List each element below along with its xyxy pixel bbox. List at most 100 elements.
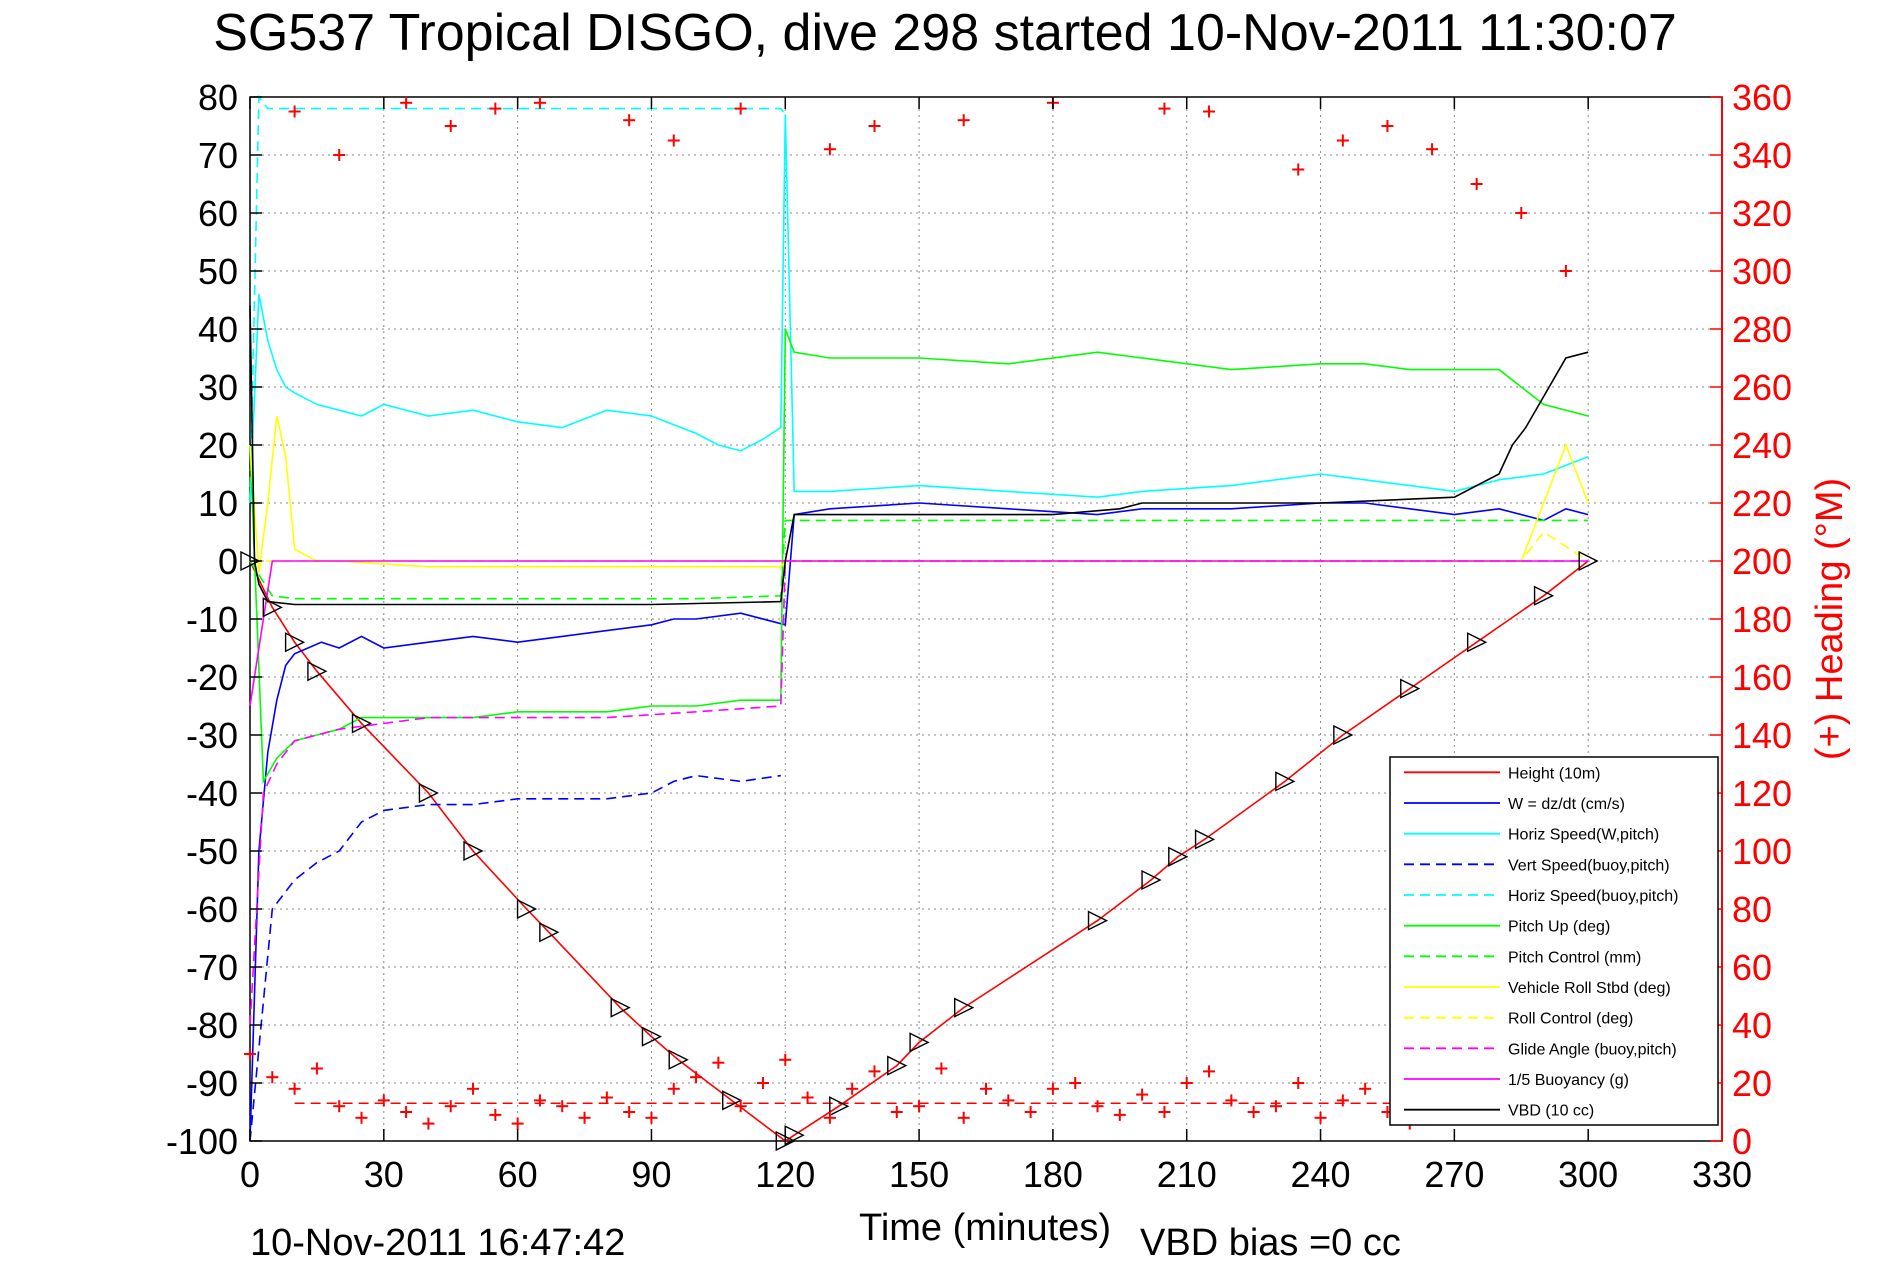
- heading-marker: [667, 134, 680, 147]
- height-marker: [1275, 771, 1296, 792]
- y-tick-label: -40: [186, 773, 238, 814]
- heading-marker: [1470, 178, 1483, 190]
- x-tick-label: 90: [631, 1154, 671, 1195]
- y-tick-label: 50: [198, 251, 238, 292]
- heading-marker: [667, 1082, 680, 1095]
- right-y-tick-label: 80: [1732, 889, 1772, 930]
- heading-marker: [556, 1100, 569, 1113]
- heading-marker: [288, 1082, 301, 1095]
- y-tick-label: 0: [218, 541, 238, 582]
- heading-marker: [1314, 1111, 1327, 1124]
- svg-text:Height (10m): Height (10m): [1508, 765, 1600, 782]
- heading-marker: [1203, 105, 1216, 118]
- heading-marker: [266, 1071, 279, 1084]
- height-marker: [829, 1096, 850, 1117]
- x-tick-label: 120: [755, 1154, 815, 1195]
- right-y-tick-label: 140: [1732, 715, 1792, 756]
- heading-marker: [1292, 1077, 1305, 1089]
- y-tick-label: 10: [198, 483, 238, 524]
- heading-marker: [1336, 1094, 1349, 1107]
- height-marker: [539, 922, 560, 943]
- height-marker: [1466, 632, 1488, 653]
- y-tick-label: -20: [186, 657, 238, 698]
- heading-marker: [734, 1100, 747, 1113]
- series-horiz-speed-buoy-pitch: [249, 94, 786, 504]
- heading-marker: [310, 1062, 323, 1075]
- legend-entry-roll-control-deg: Roll Control (deg): [1404, 1011, 1633, 1028]
- heading-marker: [1002, 1094, 1015, 1107]
- right-y-tick-label: 200: [1732, 541, 1792, 582]
- height-marker: [909, 1032, 930, 1053]
- heading-marker: [511, 1117, 524, 1130]
- y-tick-label: -100: [166, 1121, 238, 1162]
- right-y-tick-label: 260: [1732, 367, 1792, 408]
- heading-marker: [400, 96, 413, 109]
- right-y-tick-label: 300: [1732, 251, 1792, 292]
- series-1-5-buoyancy-g: [249, 560, 1589, 707]
- height-marker: [516, 898, 538, 920]
- heading-marker: [957, 114, 970, 127]
- svg-text:Pitch Control (mm): Pitch Control (mm): [1508, 949, 1641, 966]
- heading-marker: [1158, 1106, 1171, 1118]
- heading-marker: [1426, 143, 1439, 156]
- heading-marker: [779, 1053, 792, 1066]
- heading-marker: [801, 1091, 814, 1104]
- heading-marker: [1113, 1108, 1126, 1121]
- heading-marker: [333, 1100, 346, 1113]
- svg-text:Vehicle Roll Stbd (deg): Vehicle Roll Stbd (deg): [1508, 980, 1671, 997]
- heading-marker: [645, 1111, 658, 1124]
- height-marker: [1333, 724, 1354, 746]
- height-marker: [1141, 869, 1162, 891]
- heading-marker: [1225, 1094, 1238, 1107]
- svg-text:VBD (10 cc): VBD (10 cc): [1508, 1103, 1594, 1120]
- series-glide-angle-buoy-pitch: [249, 560, 1589, 1026]
- heading-marker: [244, 1048, 256, 1060]
- heading-marker: [980, 1082, 992, 1095]
- y-tick-label: 60: [198, 193, 238, 234]
- heading-marker: [355, 1111, 368, 1124]
- height-marker: [284, 632, 306, 653]
- x-tick-label: 0: [240, 1154, 260, 1195]
- heading-marker: [1091, 1100, 1104, 1113]
- height-marker: [463, 840, 484, 862]
- heading-marker: [533, 1094, 546, 1107]
- chart-title: SG537 Tropical DISGO, dive 298 started 1…: [213, 4, 1677, 62]
- heading-marker: [1247, 1106, 1260, 1118]
- height-marker: [668, 1049, 689, 1070]
- heading-marker: [712, 1056, 725, 1069]
- heading-marker: [422, 1117, 435, 1130]
- y-tick-label: -30: [186, 715, 238, 756]
- legend-entry-pitch-up-deg: Pitch Up (deg): [1404, 919, 1610, 936]
- heading-marker: [690, 1071, 703, 1084]
- right-y-tick-label: 100: [1732, 831, 1792, 872]
- heading-marker: [533, 96, 546, 109]
- vbd-bias-label: VBD bias =0 cc: [1140, 1222, 1401, 1262]
- y-tick-label: -60: [186, 889, 238, 930]
- y-tick-label: -90: [186, 1063, 238, 1104]
- x-tick-label: 210: [1157, 1154, 1217, 1195]
- heading-marker: [823, 1111, 836, 1124]
- heading-marker: [467, 1082, 480, 1095]
- heading-marker: [734, 102, 747, 115]
- series-vert-speed-buoy-pitch: [249, 774, 781, 1142]
- right-y-tick-label: 120: [1732, 773, 1792, 814]
- x-tick-label: 300: [1558, 1154, 1618, 1195]
- heading-marker: [756, 1077, 769, 1089]
- series-height-10m: [249, 560, 1589, 1142]
- y-tick-label: 40: [198, 309, 238, 350]
- right-y-tick-label: 0: [1732, 1121, 1752, 1162]
- heading-marker: [1158, 102, 1171, 115]
- height-marker: [1400, 678, 1421, 699]
- y-tick-label: 30: [198, 367, 238, 408]
- heading-marker: [890, 1106, 903, 1118]
- heading-marker: [846, 1082, 859, 1095]
- svg-text:Pitch Up (deg): Pitch Up (deg): [1508, 919, 1610, 936]
- right-y-tick-label: 60: [1732, 947, 1772, 988]
- legend: Height (10m) W = dz/dt (cm/s) Horiz Speed(…: [1389, 756, 1719, 1126]
- y-tick-label: -10: [186, 599, 238, 640]
- heading-marker: [444, 120, 457, 132]
- legend-entry-vert-speed-buoy-pitch: Vert Speed(buoy,pitch): [1404, 857, 1670, 874]
- x-tick-label: 270: [1424, 1154, 1484, 1195]
- y-tick-label: 20: [198, 425, 238, 466]
- heading-marker: [444, 1100, 457, 1113]
